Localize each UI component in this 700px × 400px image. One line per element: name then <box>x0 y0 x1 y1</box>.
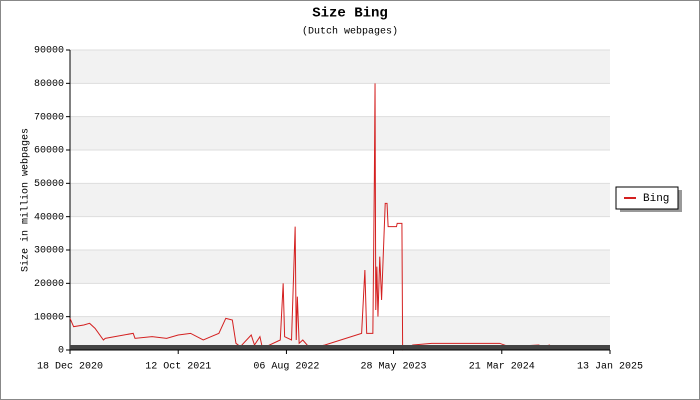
y-tick-label: 10000 <box>34 312 64 323</box>
legend-box <box>615 186 679 210</box>
x-tick-label: 18 Dec 2020 <box>37 362 103 373</box>
grid-band <box>70 50 610 84</box>
y-tick-label: 20000 <box>34 279 64 290</box>
y-tick-label: 0 <box>58 346 64 357</box>
x-tick-label: 28 May 2023 <box>361 362 427 373</box>
y-tick-label: 70000 <box>34 112 64 123</box>
chart-title: Size Bing <box>312 6 388 22</box>
y-axis-label: Size in million webpages <box>20 128 32 272</box>
chart-subtitle: (Dutch webpages) <box>302 26 398 38</box>
x-tick-label: 13 Jan 2025 <box>577 362 643 373</box>
y-tick-label: 90000 <box>34 46 64 57</box>
grid-band <box>70 183 610 217</box>
data-line <box>69 83 551 351</box>
y-tick-label: 50000 <box>34 179 64 190</box>
y-tick-label: 30000 <box>34 246 64 257</box>
y-tick-label: 80000 <box>34 79 64 90</box>
legend-label: Bing <box>643 193 669 205</box>
x-tick-label: 21 Mar 2024 <box>469 362 535 373</box>
x-tick-label: 06 Aug 2022 <box>253 362 319 373</box>
x-axis-bar <box>70 345 610 350</box>
grid-band <box>70 316 610 350</box>
grid-band <box>70 116 610 150</box>
x-tick-label: 12 Oct 2021 <box>145 362 211 373</box>
grid-band <box>70 250 610 284</box>
y-tick-label: 40000 <box>34 212 64 223</box>
y-tick-label: 60000 <box>34 146 64 157</box>
